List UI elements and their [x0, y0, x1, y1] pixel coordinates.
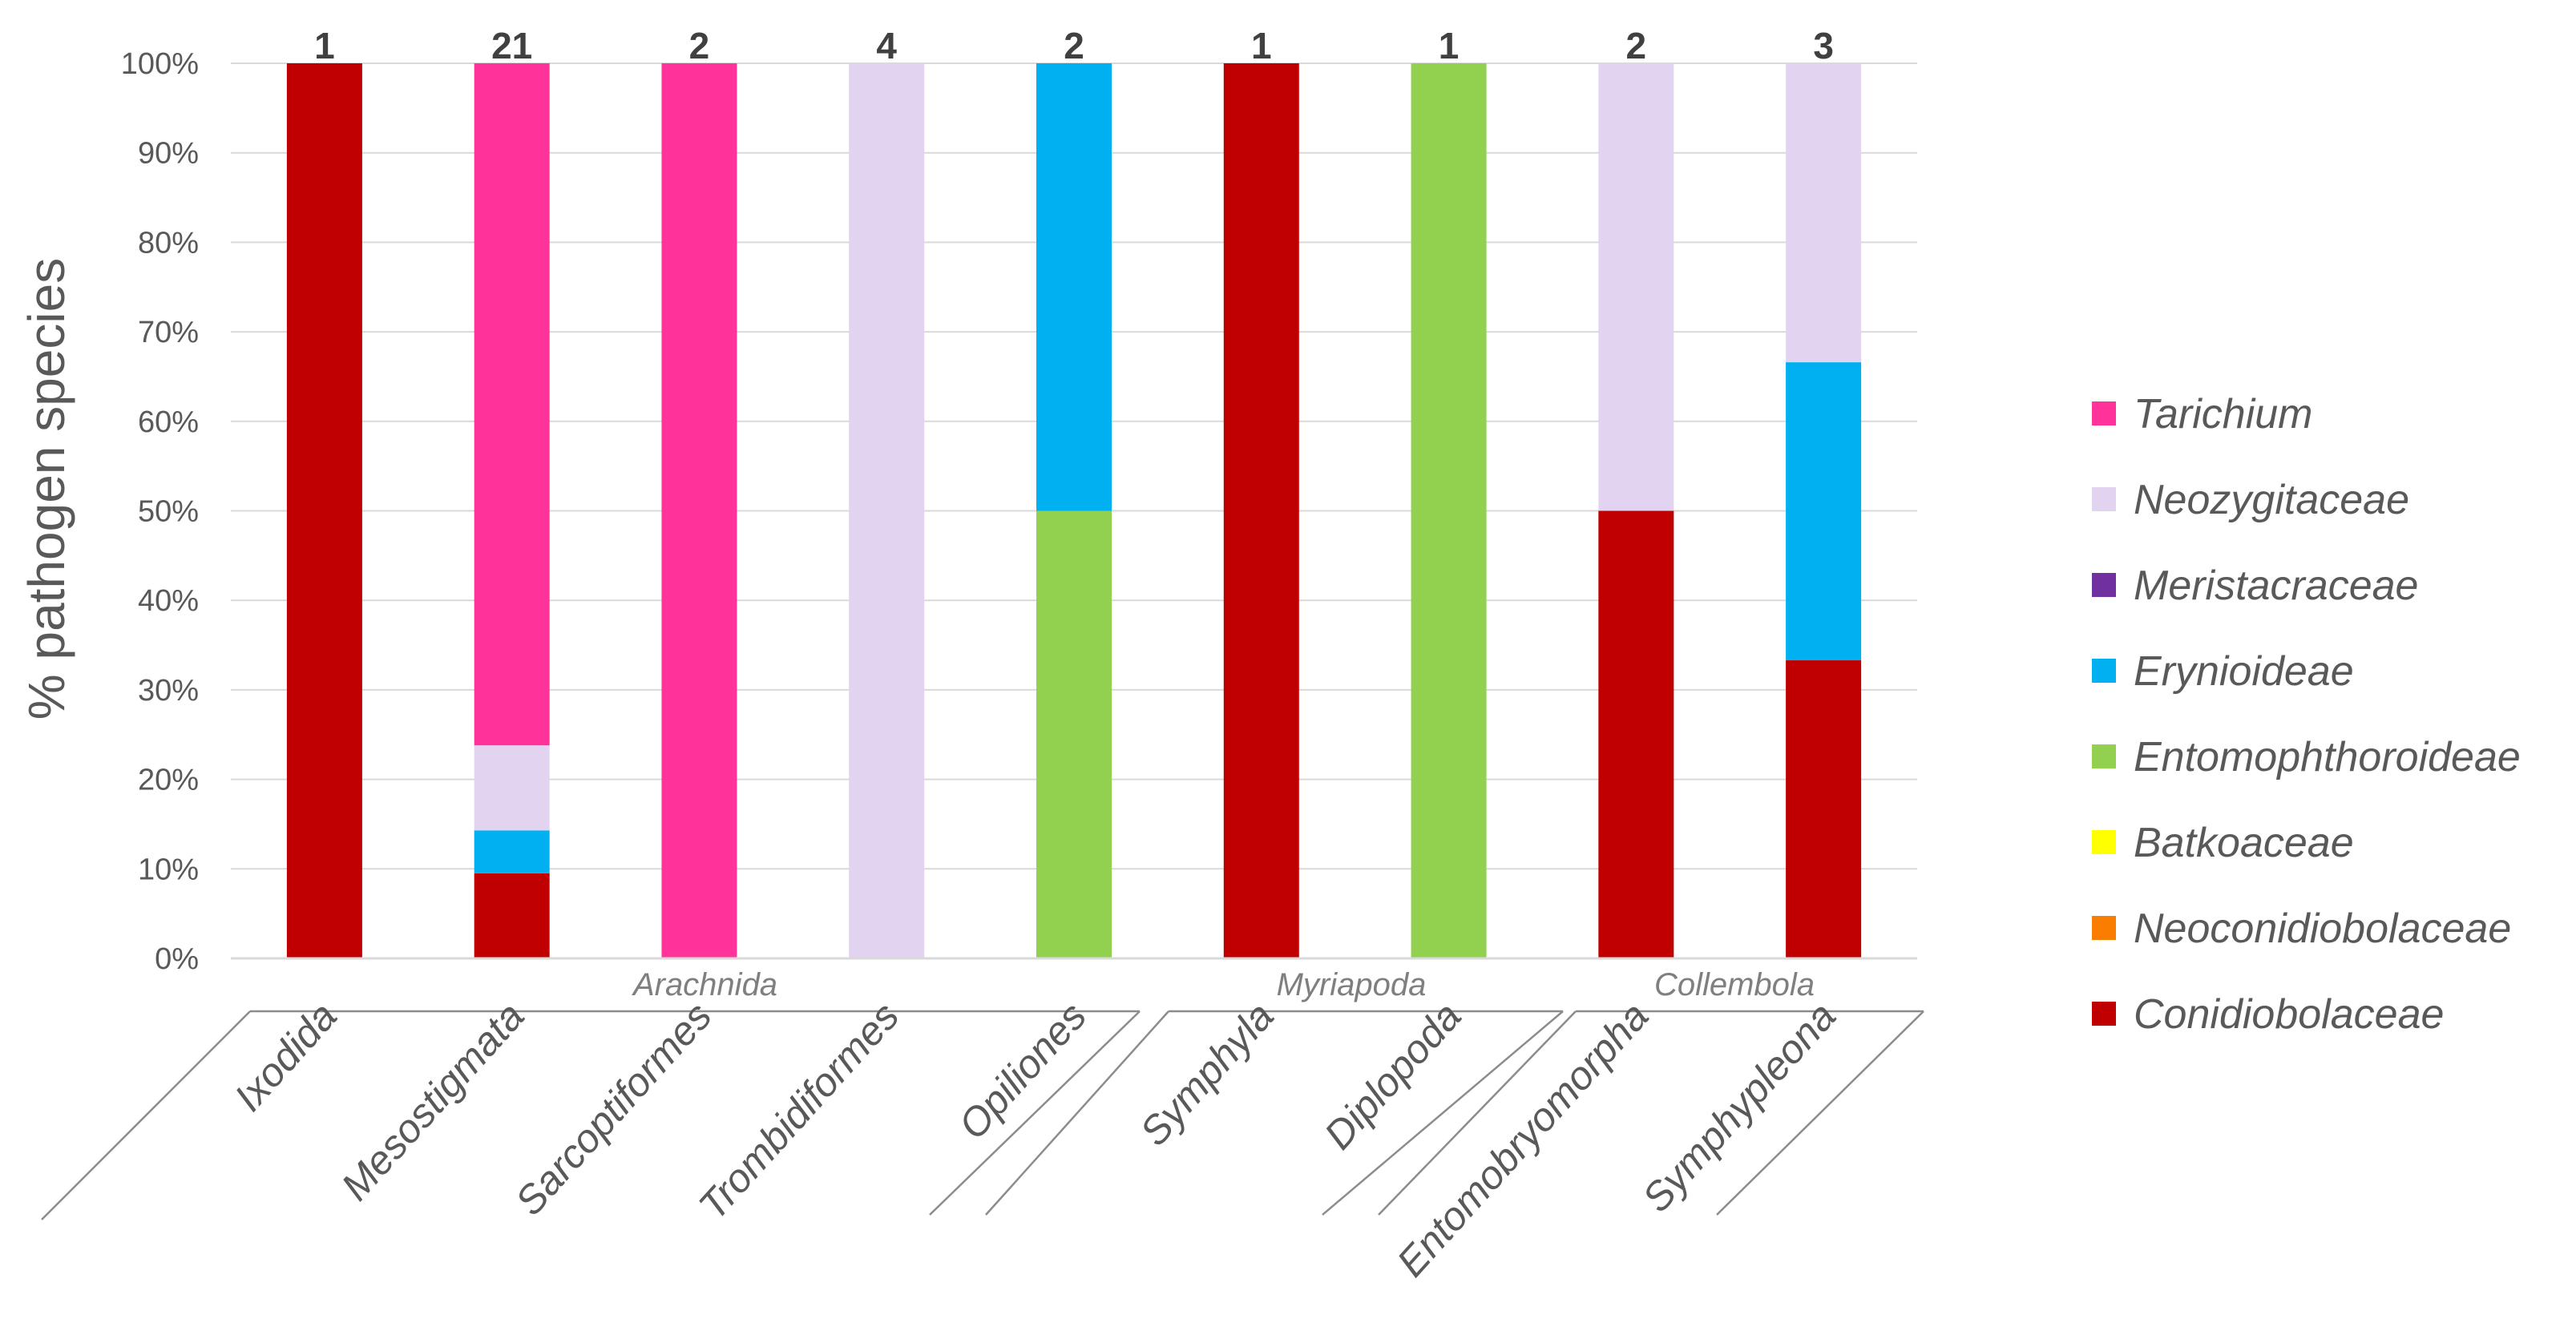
separator-line-4 [1378, 1010, 1577, 1216]
bar-mesostigmata-erynioideae [474, 830, 550, 873]
bar-entomobryomorpha-neozygitaceae [1598, 63, 1674, 511]
y-tick-label: 0% [155, 942, 199, 976]
bar-entomobryomorpha-conidiobolaceae [1598, 510, 1674, 958]
separator-line-5 [1716, 1010, 1924, 1216]
legend-swatch-conidiobolaceae [2092, 1002, 2116, 1026]
legend: Tarichium Neozygitaceae Meristacraceae Eryn… [2092, 391, 2521, 1038]
separator-line-0 [41, 1010, 251, 1220]
bar-count-ixodida: 1 [314, 25, 335, 67]
y-tick-label: 30% [138, 674, 199, 708]
legend-swatch-neoconidiobolaceae [2092, 916, 2116, 940]
legend-swatch-erynioideae [2092, 659, 2116, 683]
y-tick-label: 80% [138, 226, 199, 260]
category-label-ixodida: Ixodida [226, 994, 346, 1119]
bar-mesostigmata-neozygitaceae [474, 745, 550, 831]
bar-symphypleona-erynioideae [1786, 362, 1862, 661]
group-label-collembola: Collembola [1654, 967, 1815, 1002]
category-labels: IxodidaMesostigmataSarcoptiformesTrombid… [226, 994, 1845, 1285]
group-label-myriapoda: Myriapoda [1277, 967, 1427, 1002]
legend-label-batkoaceae: Batkoaceae [2134, 820, 2354, 866]
y-axis-ticks: 0% 10% 20% 30% 40% 50% 60% 70% 80% 90% 100% [121, 47, 199, 976]
legend-label-entomophthoroideae: Entomophthoroideae [2134, 734, 2521, 780]
legend-label-tarichium: Tarichium [2134, 391, 2313, 438]
bar-opiliones-erynioideae [1036, 63, 1112, 511]
y-tick-label: 10% [138, 853, 199, 886]
bar-ixodida-conidiobolaceae [286, 63, 362, 958]
bar-count-trombidiformes: 4 [876, 25, 897, 67]
bar-symphypleona-neozygitaceae [1786, 63, 1862, 363]
legend-swatch-meristacraceae [2092, 573, 2116, 597]
category-label-mesostigmata: Mesostigmata [333, 994, 533, 1209]
category-label-trombidiformes: Trombidiformes [690, 994, 908, 1228]
y-tick-label: 20% [138, 764, 199, 797]
bar-sarcoptiformes-tarichium [661, 63, 737, 958]
legend-label-erynioideae: Erynioideae [2134, 648, 2354, 695]
legend-label-neoconidiobolaceae: Neoconidiobolaceae [2134, 905, 2511, 952]
x-axis [41, 957, 1924, 1220]
bar-count-mesostigmata: 21 [491, 25, 532, 67]
y-axis-label: % pathogen species [18, 258, 75, 720]
y-tick-label: 90% [138, 137, 199, 171]
bar-mesostigmata-conidiobolaceae [474, 873, 550, 958]
bar-trombidiformes-neozygitaceae [849, 63, 925, 958]
bar-count-entomobryomorpha: 2 [1626, 25, 1647, 67]
bar-count-sarcoptiformes: 2 [689, 25, 710, 67]
bar-counts: 1 21 2 4 2 1 1 2 3 [314, 25, 1834, 67]
category-label-symphyla: Symphyla [1131, 994, 1282, 1155]
y-tick-label: 100% [121, 47, 199, 81]
bars [286, 63, 1862, 958]
category-label-diplopoda: Diplopoda [1315, 994, 1469, 1158]
separator-line-1 [929, 1010, 1141, 1216]
separator-line-2 [985, 1010, 1169, 1216]
bar-mesostigmata-tarichium [474, 63, 550, 746]
legend-swatch-tarichium [2092, 401, 2116, 426]
bar-count-symphypleona: 3 [1813, 25, 1834, 67]
y-tick-label: 60% [138, 405, 199, 439]
bar-count-opiliones: 2 [1064, 25, 1084, 67]
group-labels: Arachnida Myriapoda Collembola [632, 967, 1815, 1002]
legend-label-neozygitaceae: Neozygitaceae [2134, 477, 2409, 523]
bar-count-diplopoda: 1 [1439, 25, 1460, 67]
y-tick-label: 50% [138, 495, 199, 529]
legend-swatch-neozygitaceae [2092, 487, 2116, 511]
category-label-symphypleona: Symphypleona [1633, 994, 1844, 1220]
legend-label-conidiobolaceae: Conidiobolaceae [2134, 991, 2444, 1038]
separator-line-3 [1322, 1010, 1564, 1216]
bar-symphyla-conidiobolaceae [1223, 63, 1299, 958]
category-label-sarcoptiformes: Sarcoptiformes [507, 994, 721, 1224]
group-label-arachnida: Arachnida [632, 967, 777, 1002]
bar-count-symphyla: 1 [1251, 25, 1272, 67]
y-tick-label: 70% [138, 316, 199, 349]
legend-swatch-entomophthoroideae [2092, 744, 2116, 768]
y-tick-label: 40% [138, 584, 199, 618]
bar-symphypleona-conidiobolaceae [1786, 660, 1862, 958]
legend-swatch-batkoaceae [2092, 830, 2116, 854]
legend-label-meristacraceae: Meristacraceae [2134, 563, 2418, 609]
bar-diplopoda-entomophthoroideae [1411, 63, 1487, 958]
bar-opiliones-entomophthoroideae [1036, 510, 1112, 958]
